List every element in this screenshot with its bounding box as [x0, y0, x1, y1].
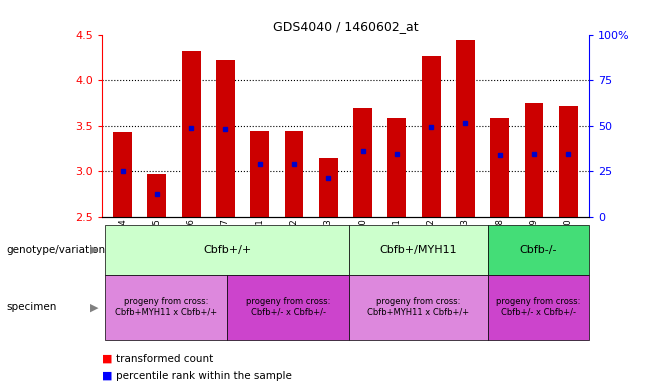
Text: transformed count: transformed count — [116, 354, 214, 364]
Text: percentile rank within the sample: percentile rank within the sample — [116, 371, 292, 381]
Bar — [113, 132, 132, 217]
Text: Cbfb+/MYH11: Cbfb+/MYH11 — [380, 245, 457, 255]
Text: progeny from cross:
Cbfb+/- x Cbfb+/-: progeny from cross: Cbfb+/- x Cbfb+/- — [496, 298, 580, 317]
Bar — [319, 158, 338, 217]
Bar — [490, 118, 509, 217]
Bar — [353, 108, 372, 217]
Bar — [147, 174, 166, 217]
Bar — [388, 118, 406, 217]
Bar — [559, 106, 578, 217]
Bar — [250, 131, 269, 217]
Bar — [284, 131, 303, 217]
Title: GDS4040 / 1460602_at: GDS4040 / 1460602_at — [272, 20, 418, 33]
Text: ▶: ▶ — [90, 302, 99, 312]
Text: Cbfb+/+: Cbfb+/+ — [203, 245, 251, 255]
Bar — [456, 40, 475, 217]
Text: Cbfb-/-: Cbfb-/- — [520, 245, 557, 255]
Text: ▶: ▶ — [90, 245, 99, 255]
Text: progeny from cross:
Cbfb+MYH11 x Cbfb+/+: progeny from cross: Cbfb+MYH11 x Cbfb+/+ — [367, 298, 470, 317]
Bar — [524, 103, 544, 217]
Bar — [216, 60, 235, 217]
Text: specimen: specimen — [7, 302, 57, 312]
Bar — [182, 51, 201, 217]
Text: progeny from cross:
Cbfb+MYH11 x Cbfb+/+: progeny from cross: Cbfb+MYH11 x Cbfb+/+ — [115, 298, 217, 317]
Bar — [422, 56, 441, 217]
Text: ■: ■ — [102, 354, 113, 364]
Text: progeny from cross:
Cbfb+/- x Cbfb+/-: progeny from cross: Cbfb+/- x Cbfb+/- — [246, 298, 330, 317]
Text: ■: ■ — [102, 371, 113, 381]
Text: genotype/variation: genotype/variation — [7, 245, 106, 255]
